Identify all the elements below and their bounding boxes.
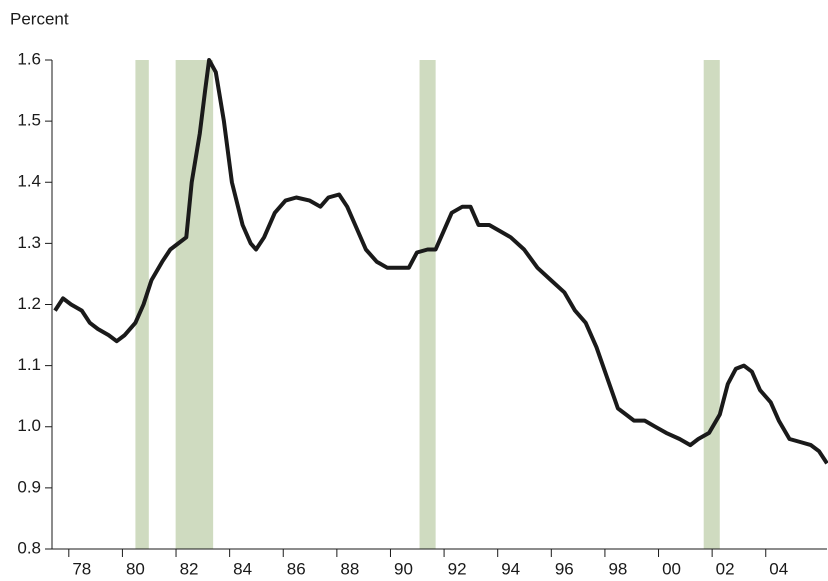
recession-band — [703, 60, 720, 549]
recession-band — [175, 60, 214, 549]
x-tick-label: 96 — [555, 559, 574, 578]
x-tick-label: 02 — [716, 559, 735, 578]
recession-band — [419, 60, 436, 549]
y-axis-label: Percent — [10, 9, 69, 28]
x-tick-label: 90 — [394, 559, 413, 578]
y-tick-label: 1.1 — [17, 355, 41, 374]
y-tick-label: 0.8 — [17, 538, 41, 557]
x-tick-label: 82 — [180, 559, 199, 578]
x-tick-label: 84 — [233, 559, 252, 578]
y-tick-label: 1.4 — [17, 172, 41, 191]
x-tick-label: 92 — [448, 559, 467, 578]
y-tick-label: 1.3 — [17, 233, 41, 252]
y-tick-label: 1.2 — [17, 294, 41, 313]
x-tick-label: 00 — [662, 559, 681, 578]
x-tick-label: 94 — [501, 559, 520, 578]
x-tick-label: 80 — [126, 559, 145, 578]
x-tick-label: 88 — [340, 559, 359, 578]
y-tick-label: 0.9 — [17, 477, 41, 496]
y-tick-label: 1.0 — [17, 416, 41, 435]
x-tick-label: 04 — [769, 559, 788, 578]
x-tick-label: 86 — [287, 559, 306, 578]
y-tick-label: 1.5 — [17, 111, 41, 130]
x-tick-label: 78 — [72, 559, 91, 578]
data-line — [53, 58, 828, 465]
y-tick-label: 1.6 — [17, 49, 41, 68]
x-tick-label: 98 — [608, 559, 627, 578]
